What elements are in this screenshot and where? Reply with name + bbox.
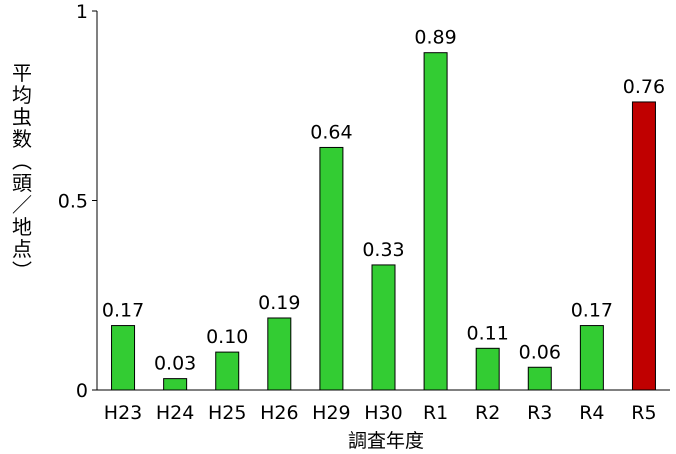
x-tick-label-R4: R4 xyxy=(579,402,604,424)
bar-R2 xyxy=(475,347,500,391)
data-label-H24: 0.03 xyxy=(154,353,196,375)
x-tick-label-H23: H23 xyxy=(104,402,142,424)
bar-H23 xyxy=(111,325,136,391)
x-tick-label-R2: R2 xyxy=(475,402,500,424)
y-axis-label-char: 虫 xyxy=(12,105,32,129)
y-tick-label: 0 xyxy=(76,380,88,402)
data-label-H26: 0.19 xyxy=(258,292,300,314)
data-label-R5: 0.76 xyxy=(623,76,665,98)
y-axis-label-char: 頭 xyxy=(12,171,32,195)
y-axis-label-char: ／ xyxy=(12,193,32,217)
x-tick-label-H24: H24 xyxy=(156,402,194,424)
x-tick-label-H29: H29 xyxy=(312,402,350,424)
bar-R3 xyxy=(527,366,552,391)
data-label-R4: 0.17 xyxy=(571,300,613,322)
data-label-H25: 0.10 xyxy=(206,326,248,348)
chart-axes: 00.51 xyxy=(58,1,670,402)
x-tick-label-R1: R1 xyxy=(423,402,448,424)
bar-H24 xyxy=(163,378,188,391)
y-axis-label-char: 平 xyxy=(12,61,32,85)
chart-labels: 0.17 H23 0.03 H24 0.10 H25 0.19 H26 0.64 H29 0.33 H… xyxy=(102,27,665,424)
bar-H29 xyxy=(319,146,344,391)
y-axis-label-char: 地 xyxy=(12,215,32,239)
x-tick-label-H30: H30 xyxy=(364,402,402,424)
data-label-R3: 0.06 xyxy=(519,341,561,363)
bar-R5 xyxy=(631,101,656,391)
data-label-H23: 0.17 xyxy=(102,300,144,322)
chart-bars xyxy=(111,52,656,391)
bar-H25 xyxy=(215,351,240,391)
y-axis-label: 平均虫数 ︵ 頭／地点 ︶ xyxy=(10,62,34,282)
bar-R4 xyxy=(579,325,604,391)
y-axis-label-char: 数 xyxy=(12,127,32,151)
y-axis-label-char: ︵ xyxy=(12,149,32,173)
x-tick-label-H26: H26 xyxy=(260,402,298,424)
x-tick-label-H25: H25 xyxy=(208,402,246,424)
y-axis-label-char: 均 xyxy=(12,83,32,107)
bar-R1 xyxy=(423,52,448,391)
y-axis-label-char: 点 xyxy=(12,237,32,261)
data-label-R2: 0.11 xyxy=(467,322,509,344)
bar-H26 xyxy=(267,317,292,391)
x-tick-label-R5: R5 xyxy=(631,402,656,424)
x-axis-label: 調査年度 xyxy=(347,430,424,452)
y-tick-label: 0.5 xyxy=(58,191,88,213)
y-tick-label: 1 xyxy=(76,1,88,23)
data-label-H30: 0.33 xyxy=(362,239,404,261)
data-label-H29: 0.64 xyxy=(310,121,352,143)
x-tick-label-R3: R3 xyxy=(527,402,552,424)
y-axis-label-char: ︶ xyxy=(12,259,32,283)
bar-H30 xyxy=(371,264,396,391)
data-label-R1: 0.89 xyxy=(414,27,456,49)
